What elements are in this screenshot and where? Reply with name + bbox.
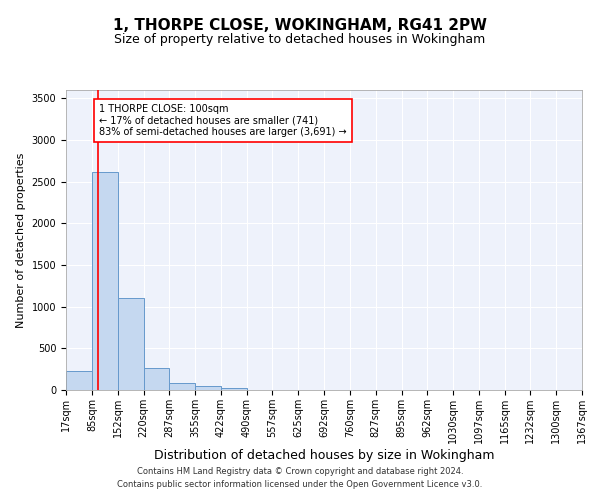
Text: Size of property relative to detached houses in Wokingham: Size of property relative to detached ho… bbox=[115, 32, 485, 46]
Bar bbox=[92, 172, 118, 390]
Text: Contains public sector information licensed under the Open Government Licence v3: Contains public sector information licen… bbox=[118, 480, 482, 489]
Text: 1 THORPE CLOSE: 100sqm
← 17% of detached houses are smaller (741)
83% of semi-de: 1 THORPE CLOSE: 100sqm ← 17% of detached… bbox=[99, 104, 347, 138]
Bar bbox=[143, 368, 169, 390]
Bar bbox=[169, 382, 195, 390]
Bar bbox=[118, 298, 143, 390]
Bar bbox=[221, 388, 247, 390]
X-axis label: Distribution of detached houses by size in Wokingham: Distribution of detached houses by size … bbox=[154, 448, 494, 462]
Bar bbox=[66, 371, 92, 390]
Text: 1, THORPE CLOSE, WOKINGHAM, RG41 2PW: 1, THORPE CLOSE, WOKINGHAM, RG41 2PW bbox=[113, 18, 487, 32]
Y-axis label: Number of detached properties: Number of detached properties bbox=[16, 152, 26, 328]
Bar bbox=[195, 386, 221, 390]
Text: Contains HM Land Registry data © Crown copyright and database right 2024.: Contains HM Land Registry data © Crown c… bbox=[137, 467, 463, 476]
